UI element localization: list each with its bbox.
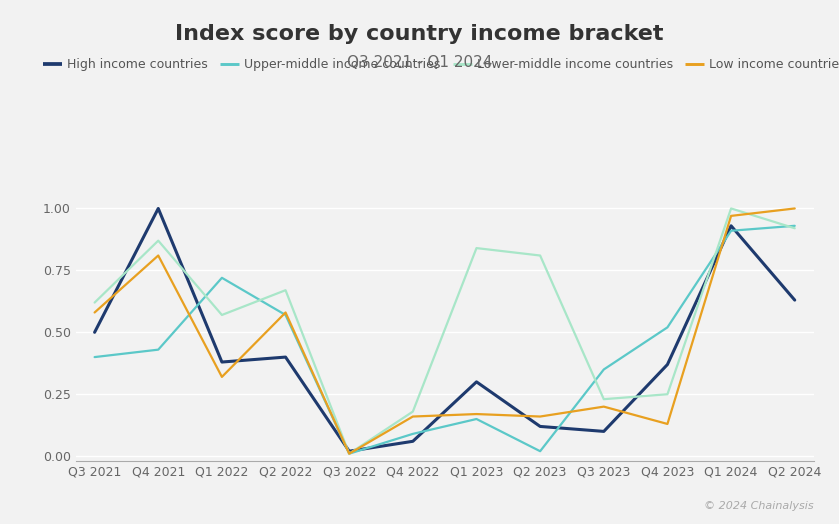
Upper-middle income countries (599, 366, 609, 373)
Lower-middle income countries (280, 287, 290, 293)
High income countries (726, 223, 736, 229)
High income countries (789, 297, 800, 303)
Low income countries (344, 451, 354, 457)
High income countries (344, 448, 354, 454)
Line: High income countries: High income countries (95, 209, 795, 451)
Upper-middle income countries (216, 275, 227, 281)
High income countries (472, 379, 482, 385)
Lower-middle income countries (344, 451, 354, 457)
Legend: High income countries, Upper-middle income countries, Lower-middle income countr: High income countries, Upper-middle inco… (39, 53, 839, 76)
Lower-middle income countries (535, 253, 545, 259)
High income countries (216, 359, 227, 365)
High income countries (599, 428, 609, 434)
Low income countries (154, 253, 164, 259)
Upper-middle income countries (535, 448, 545, 454)
Low income countries (535, 413, 545, 420)
Upper-middle income countries (280, 312, 290, 318)
Lower-middle income countries (408, 408, 418, 414)
Line: Upper-middle income countries: Upper-middle income countries (95, 226, 795, 454)
Upper-middle income countries (472, 416, 482, 422)
Upper-middle income countries (726, 227, 736, 234)
High income countries (663, 362, 673, 368)
Upper-middle income countries (154, 346, 164, 353)
Lower-middle income countries (599, 396, 609, 402)
Lower-middle income countries (472, 245, 482, 251)
Low income countries (663, 421, 673, 427)
Lower-middle income countries (726, 205, 736, 212)
High income countries (280, 354, 290, 360)
Low income countries (789, 205, 800, 212)
Lower-middle income countries (216, 312, 227, 318)
Upper-middle income countries (663, 324, 673, 331)
Low income countries (726, 213, 736, 219)
Lower-middle income countries (154, 237, 164, 244)
Text: © 2024 Chainalysis: © 2024 Chainalysis (704, 501, 814, 511)
Low income countries (599, 403, 609, 410)
Low income countries (280, 309, 290, 315)
Lower-middle income countries (663, 391, 673, 397)
High income countries (154, 205, 164, 212)
Lower-middle income countries (90, 299, 100, 305)
Text: Q3 2021 - Q1 2024: Q3 2021 - Q1 2024 (347, 55, 492, 70)
Line: Low income countries: Low income countries (95, 209, 795, 454)
Upper-middle income countries (344, 451, 354, 457)
High income countries (90, 329, 100, 335)
Low income countries (408, 413, 418, 420)
Low income countries (472, 411, 482, 417)
High income countries (408, 438, 418, 444)
High income countries (535, 423, 545, 430)
Upper-middle income countries (90, 354, 100, 360)
Upper-middle income countries (789, 223, 800, 229)
Low income countries (216, 374, 227, 380)
Upper-middle income countries (408, 431, 418, 437)
Low income countries (90, 309, 100, 315)
Line: Lower-middle income countries: Lower-middle income countries (95, 209, 795, 454)
Text: Index score by country income bracket: Index score by country income bracket (175, 24, 664, 43)
Lower-middle income countries (789, 225, 800, 232)
